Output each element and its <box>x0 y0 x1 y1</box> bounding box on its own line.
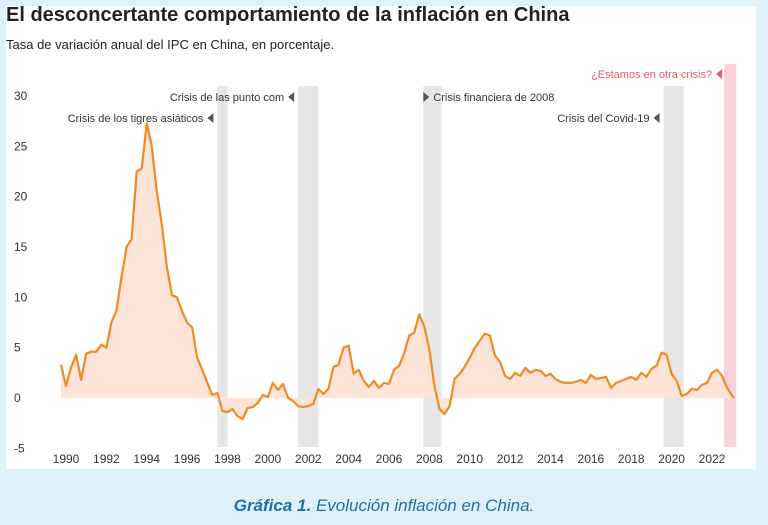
y-tick-label: -5 <box>14 441 25 455</box>
caption-text: Evolución inflación en China. <box>315 496 535 515</box>
x-tick-label: 2004 <box>335 452 362 466</box>
caption-label: Gráfica 1. <box>233 496 312 515</box>
x-tick-label: 2022 <box>699 452 726 466</box>
annotation-label: ¿Estamos en otra crisis? <box>591 69 712 81</box>
x-tick-label: 2008 <box>416 452 443 466</box>
figure-caption: Gráfica 1. Evolución inflación en China. <box>0 496 768 516</box>
y-tick-label: 0 <box>14 391 21 405</box>
x-tick-label: 2000 <box>255 452 282 466</box>
y-tick-label: 30 <box>14 89 28 103</box>
annotation-label: Crisis de las punto com <box>170 92 284 104</box>
x-tick-label: 2018 <box>618 452 645 466</box>
y-tick-label: 10 <box>14 290 28 304</box>
x-tick-label: 2006 <box>376 452 403 466</box>
x-tick-label: 2020 <box>658 452 685 466</box>
x-tick-label: 1994 <box>133 452 160 466</box>
x-tick-label: 1990 <box>53 452 80 466</box>
crisis-band-0 <box>217 86 228 447</box>
y-tick-label: 20 <box>14 190 28 204</box>
y-tick-label: 5 <box>14 341 21 355</box>
x-tick-label: 2010 <box>456 452 483 466</box>
chart-subtitle: Tasa de variación anual del IPC en China… <box>6 37 335 52</box>
x-tick-label: 2012 <box>497 452 524 466</box>
inflation-chart: -5 0 5 10 15 20 25 30 1990 1992 1994 1996 1998 2000 20… <box>14 64 737 466</box>
y-tick-label: 15 <box>14 240 28 254</box>
annotation-label: Crisis del Covid-19 <box>557 113 649 125</box>
annotation-marker <box>716 69 723 79</box>
inflation-area <box>61 123 735 420</box>
x-tick-label: 1992 <box>93 452 120 466</box>
annotation-marker <box>288 92 295 102</box>
chart-title: El desconcertante comportamiento de la i… <box>6 4 570 26</box>
x-tick-label: 1996 <box>174 452 201 466</box>
x-tick-label: 2014 <box>537 452 564 466</box>
annotation-marker <box>423 92 430 102</box>
crisis-band-3 <box>663 86 684 447</box>
annotation-marker <box>207 113 214 123</box>
x-tick-label: 1998 <box>214 452 241 466</box>
crisis-band-1 <box>298 86 319 447</box>
crisis-band-4 <box>724 64 737 447</box>
x-tick-label: 2002 <box>295 452 322 466</box>
annotation-label: Crisis de los tigres asiáticos <box>68 113 204 125</box>
x-tick-label: 2016 <box>578 452 605 466</box>
annotation-label: Crisis financiera de 2008 <box>433 92 554 104</box>
annotation-marker <box>653 113 660 123</box>
inflation-line <box>59 122 735 421</box>
y-tick-label: 25 <box>14 139 28 153</box>
